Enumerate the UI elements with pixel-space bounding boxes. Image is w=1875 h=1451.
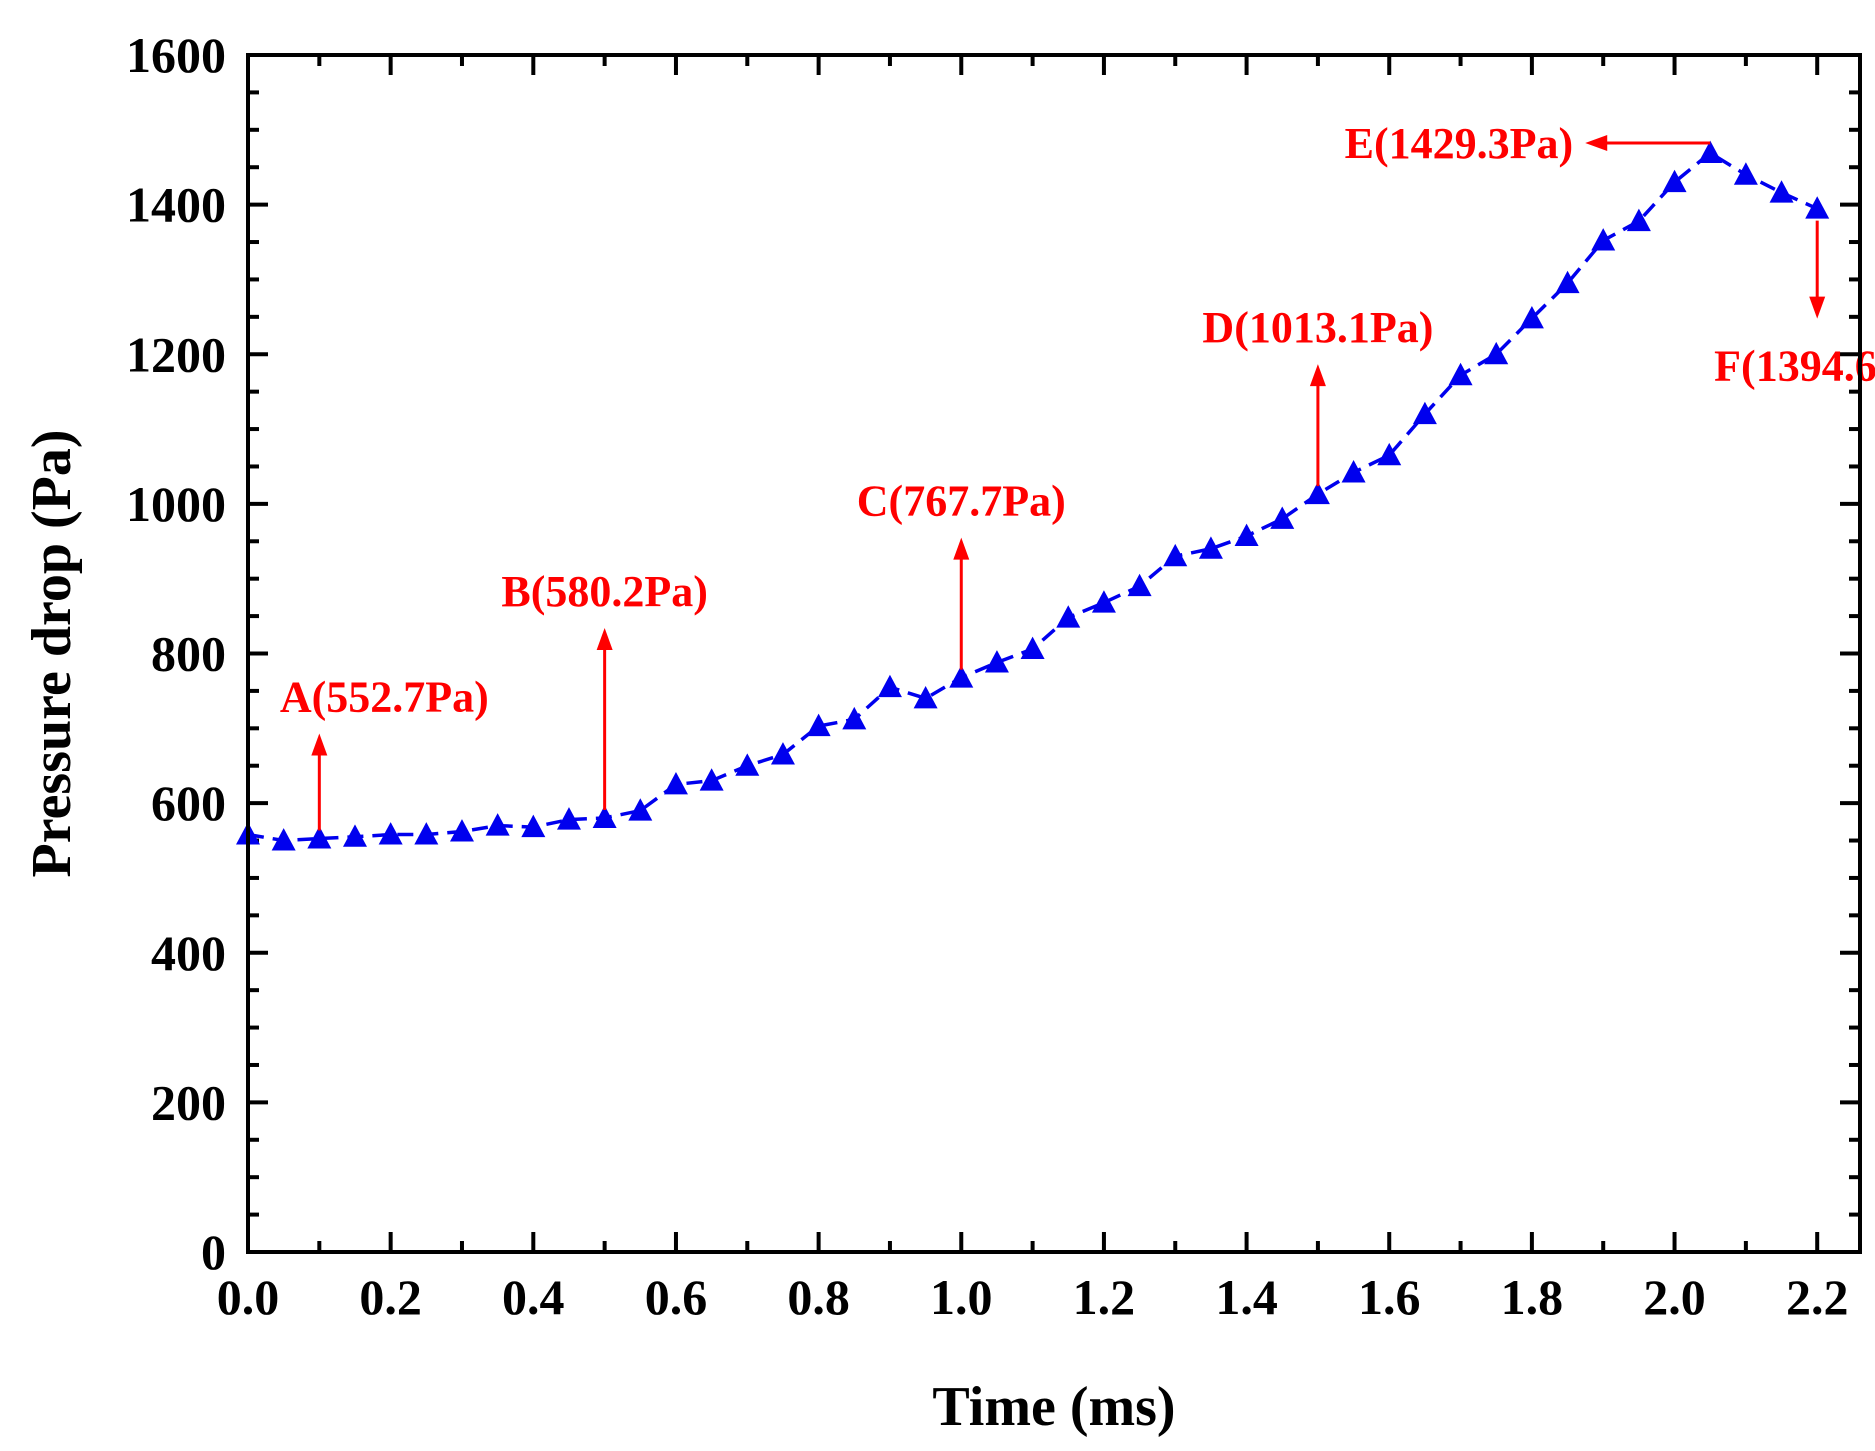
y-tick-label: 1000	[126, 476, 226, 532]
x-tick-label: 0.6	[645, 1269, 708, 1325]
data-point-marker	[521, 814, 546, 838]
y-tick-label: 800	[151, 626, 226, 682]
annotation-label: C(767.7Pa)	[857, 477, 1066, 526]
y-axis-title: Pressure drop (Pa)	[21, 430, 83, 878]
data-point-marker	[1769, 180, 1794, 203]
x-axis-title: Time (ms)	[932, 1376, 1175, 1438]
data-point-marker	[414, 822, 439, 845]
annotation-c: C(767.7Pa)	[857, 477, 1066, 670]
annotation-label: D(1013.1Pa)	[1202, 303, 1433, 352]
data-point-marker	[1234, 523, 1259, 547]
arrow-head	[1309, 364, 1326, 387]
data-point-marker	[485, 813, 510, 836]
y-tick-label: 1600	[126, 27, 226, 83]
annotations: A(552.7Pa) B(580.2Pa) C(767.7Pa) D(1013.1Pa…	[280, 119, 1875, 831]
x-tick-label: 2.0	[1643, 1269, 1706, 1325]
data-point-marker	[307, 826, 332, 849]
arrow-head	[953, 537, 970, 560]
y-tick-label: 600	[151, 775, 226, 831]
y-tick-label: 1200	[126, 326, 226, 382]
data-point-marker	[1698, 140, 1723, 164]
annotation-label: E(1429.3Pa)	[1345, 119, 1574, 168]
data-point-marker	[592, 805, 617, 828]
annotation-a: A(552.7Pa)	[280, 673, 489, 831]
data-point-marker	[1270, 506, 1295, 529]
data-point-marker	[663, 772, 688, 795]
data-point-marker	[1020, 636, 1045, 660]
data-point-marker	[628, 798, 653, 821]
arrow-head	[596, 627, 613, 650]
data-point-marker	[342, 824, 367, 847]
data-point-marker	[1591, 228, 1616, 251]
data-point-marker	[1555, 270, 1580, 294]
data-point-marker	[1091, 590, 1116, 613]
y-tick-label: 400	[151, 925, 226, 981]
x-tick-label: 0.4	[502, 1269, 565, 1325]
annotation-label: F(1394.6Pa)	[1714, 342, 1875, 391]
annotation-e: E(1429.3Pa)	[1345, 119, 1711, 168]
data-point-marker	[842, 706, 867, 730]
data-point-marker	[556, 807, 581, 830]
data-point-marker	[1127, 573, 1152, 597]
x-tick-label: 1.2	[1073, 1269, 1136, 1325]
data-series	[236, 140, 1830, 851]
data-point-marker	[806, 713, 831, 737]
arrow-head	[1809, 296, 1826, 319]
annotation-d: D(1013.1Pa)	[1202, 303, 1433, 487]
data-point-marker	[1626, 208, 1651, 232]
arrow-head	[311, 733, 328, 756]
data-point-marker	[1484, 341, 1509, 365]
y-tick-label: 200	[151, 1074, 226, 1130]
data-point-marker	[984, 650, 1009, 673]
data-point-marker	[1341, 460, 1366, 483]
data-point-marker	[449, 819, 474, 842]
data-point-marker	[1377, 442, 1402, 466]
data-point-marker	[1805, 196, 1830, 219]
x-tick-label: 1.4	[1215, 1269, 1278, 1325]
annotation-f: F(1394.6Pa)	[1714, 220, 1875, 391]
y-tick-label: 0	[201, 1224, 226, 1280]
data-point-marker	[1198, 536, 1223, 559]
data-point-marker	[770, 742, 795, 765]
data-point-marker	[1448, 362, 1473, 386]
data-point-marker	[1056, 605, 1081, 628]
arrow-head	[1585, 135, 1608, 152]
data-point-marker	[378, 822, 403, 845]
data-point-marker	[1662, 169, 1687, 193]
annotation-b: B(580.2Pa)	[501, 567, 708, 810]
x-tick-label: 2.2	[1786, 1269, 1849, 1325]
y-tick-label: 1400	[126, 177, 226, 233]
data-point-marker	[1733, 162, 1758, 185]
data-point-marker	[1412, 401, 1437, 425]
data-point-marker	[1163, 543, 1188, 567]
x-tick-label: 1.8	[1501, 1269, 1564, 1325]
data-point-marker	[1519, 305, 1544, 329]
data-point-marker	[735, 753, 760, 776]
x-tick-label: 0.2	[359, 1269, 422, 1325]
data-point-marker	[877, 674, 902, 698]
data-point-marker	[913, 685, 938, 709]
axis-ticks: 0.0 0.2 0.4 0.6 0.8 1.0 1.2 1.4 1.6 1.8 2.0 2.2 0 200…	[126, 27, 1860, 1325]
plot-frame	[246, 53, 1862, 1254]
data-point-marker	[949, 665, 974, 688]
x-tick-label: 0.0	[217, 1269, 280, 1325]
x-tick-label: 1.0	[930, 1269, 993, 1325]
annotation-label: A(552.7Pa)	[280, 673, 489, 722]
x-tick-label: 0.8	[787, 1269, 850, 1325]
x-tick-label: 1.6	[1358, 1269, 1421, 1325]
data-point-marker	[271, 828, 296, 851]
data-point-marker	[699, 768, 724, 791]
data-point-marker	[1305, 481, 1330, 505]
annotation-label: B(580.2Pa)	[501, 567, 708, 616]
